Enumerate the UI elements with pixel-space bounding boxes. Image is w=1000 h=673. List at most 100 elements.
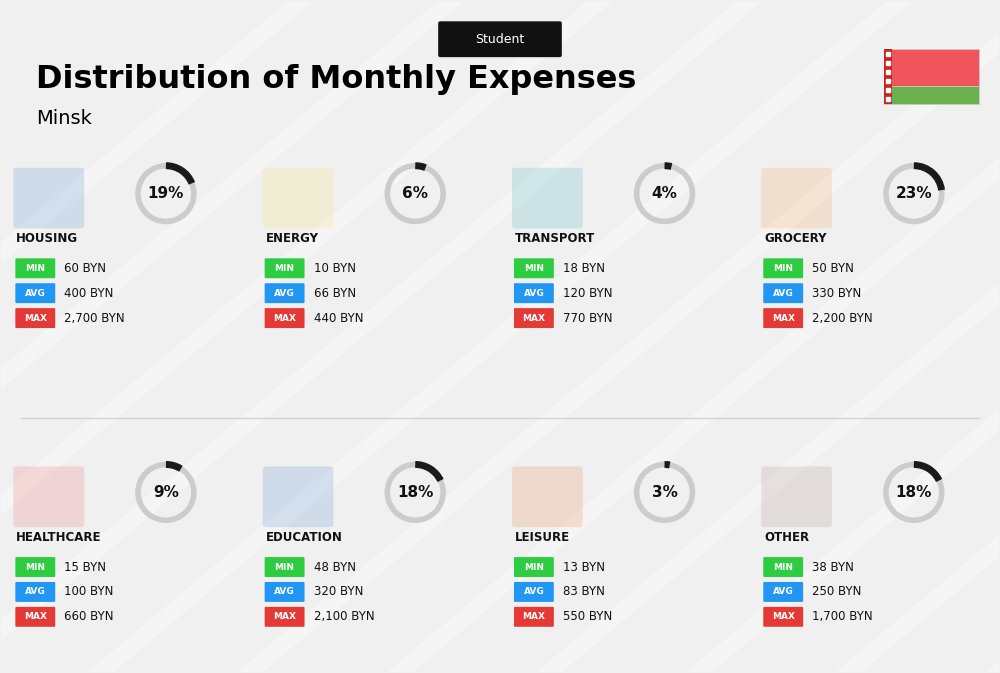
Text: 18%: 18% <box>397 485 433 500</box>
Text: 83 BYN: 83 BYN <box>563 586 605 598</box>
FancyBboxPatch shape <box>512 466 583 527</box>
FancyBboxPatch shape <box>15 308 55 328</box>
FancyBboxPatch shape <box>263 466 333 527</box>
Text: GROCERY: GROCERY <box>764 232 827 245</box>
Text: Minsk: Minsk <box>36 110 92 129</box>
FancyBboxPatch shape <box>13 466 84 527</box>
FancyBboxPatch shape <box>265 308 305 328</box>
Text: 48 BYN: 48 BYN <box>314 561 356 573</box>
FancyBboxPatch shape <box>763 557 803 577</box>
Text: 440 BYN: 440 BYN <box>314 312 363 324</box>
Text: MAX: MAX <box>273 612 296 621</box>
Text: 38 BYN: 38 BYN <box>812 561 854 573</box>
FancyBboxPatch shape <box>763 582 803 602</box>
Text: 18%: 18% <box>896 485 932 500</box>
Text: 1,700 BYN: 1,700 BYN <box>812 610 873 623</box>
Text: MIN: MIN <box>773 563 793 571</box>
Text: Distribution of Monthly Expenses: Distribution of Monthly Expenses <box>36 63 637 95</box>
Text: AVG: AVG <box>274 289 295 297</box>
FancyBboxPatch shape <box>761 466 832 527</box>
FancyBboxPatch shape <box>512 168 583 228</box>
FancyBboxPatch shape <box>263 168 333 228</box>
Text: 6%: 6% <box>402 186 428 201</box>
Text: 100 BYN: 100 BYN <box>64 586 114 598</box>
Text: EDUCATION: EDUCATION <box>266 531 343 544</box>
Text: AVG: AVG <box>25 289 46 297</box>
FancyBboxPatch shape <box>884 86 979 104</box>
Text: 120 BYN: 120 BYN <box>563 287 612 299</box>
Text: AVG: AVG <box>524 289 544 297</box>
Text: 50 BYN: 50 BYN <box>812 262 854 275</box>
FancyBboxPatch shape <box>15 557 55 577</box>
Text: 2,700 BYN: 2,700 BYN <box>64 312 125 324</box>
Text: 660 BYN: 660 BYN <box>64 610 114 623</box>
Text: MIN: MIN <box>773 264 793 273</box>
Text: 9%: 9% <box>153 485 179 500</box>
Text: 15 BYN: 15 BYN <box>64 561 106 573</box>
Text: 400 BYN: 400 BYN <box>64 287 114 299</box>
Text: MIN: MIN <box>275 264 295 273</box>
Text: 13 BYN: 13 BYN <box>563 561 605 573</box>
FancyBboxPatch shape <box>15 258 55 278</box>
Text: Student: Student <box>475 33 525 46</box>
Text: MAX: MAX <box>522 612 545 621</box>
Text: MIN: MIN <box>524 264 544 273</box>
Text: MAX: MAX <box>273 314 296 322</box>
FancyBboxPatch shape <box>265 582 305 602</box>
FancyBboxPatch shape <box>763 607 803 627</box>
FancyBboxPatch shape <box>514 283 554 303</box>
Text: TRANSPORT: TRANSPORT <box>515 232 595 245</box>
FancyBboxPatch shape <box>514 258 554 278</box>
FancyBboxPatch shape <box>265 283 305 303</box>
FancyBboxPatch shape <box>15 582 55 602</box>
Text: AVG: AVG <box>25 588 46 596</box>
Text: ENERGY: ENERGY <box>266 232 319 245</box>
FancyBboxPatch shape <box>514 582 554 602</box>
Text: 10 BYN: 10 BYN <box>314 262 356 275</box>
Text: MIN: MIN <box>25 563 45 571</box>
FancyBboxPatch shape <box>438 22 562 57</box>
Text: 23%: 23% <box>896 186 932 201</box>
Text: MIN: MIN <box>524 563 544 571</box>
FancyBboxPatch shape <box>15 283 55 303</box>
Text: MAX: MAX <box>772 612 795 621</box>
FancyBboxPatch shape <box>265 607 305 627</box>
FancyBboxPatch shape <box>884 49 979 86</box>
Text: LEISURE: LEISURE <box>515 531 570 544</box>
Text: MAX: MAX <box>522 314 545 322</box>
Text: HEALTHCARE: HEALTHCARE <box>16 531 102 544</box>
Text: MIN: MIN <box>275 563 295 571</box>
FancyBboxPatch shape <box>763 308 803 328</box>
Text: 19%: 19% <box>148 186 184 201</box>
FancyBboxPatch shape <box>763 258 803 278</box>
Text: 66 BYN: 66 BYN <box>314 287 356 299</box>
Text: 770 BYN: 770 BYN <box>563 312 612 324</box>
Text: HOUSING: HOUSING <box>16 232 78 245</box>
Text: MAX: MAX <box>24 314 47 322</box>
Text: 60 BYN: 60 BYN <box>64 262 106 275</box>
Text: 550 BYN: 550 BYN <box>563 610 612 623</box>
Text: 3%: 3% <box>652 485 677 500</box>
Text: MAX: MAX <box>772 314 795 322</box>
FancyBboxPatch shape <box>884 49 892 104</box>
FancyBboxPatch shape <box>761 168 832 228</box>
Text: AVG: AVG <box>274 588 295 596</box>
Text: 330 BYN: 330 BYN <box>812 287 861 299</box>
Text: 18 BYN: 18 BYN <box>563 262 605 275</box>
FancyBboxPatch shape <box>15 607 55 627</box>
FancyBboxPatch shape <box>514 308 554 328</box>
Text: MAX: MAX <box>24 612 47 621</box>
Text: AVG: AVG <box>773 588 794 596</box>
FancyBboxPatch shape <box>514 607 554 627</box>
FancyBboxPatch shape <box>265 258 305 278</box>
FancyBboxPatch shape <box>514 557 554 577</box>
Text: 2,100 BYN: 2,100 BYN <box>314 610 374 623</box>
Text: AVG: AVG <box>773 289 794 297</box>
Text: 2,200 BYN: 2,200 BYN <box>812 312 873 324</box>
FancyBboxPatch shape <box>13 168 84 228</box>
Text: AVG: AVG <box>524 588 544 596</box>
FancyBboxPatch shape <box>763 283 803 303</box>
Text: 4%: 4% <box>652 186 677 201</box>
Text: 250 BYN: 250 BYN <box>812 586 862 598</box>
Text: OTHER: OTHER <box>764 531 809 544</box>
